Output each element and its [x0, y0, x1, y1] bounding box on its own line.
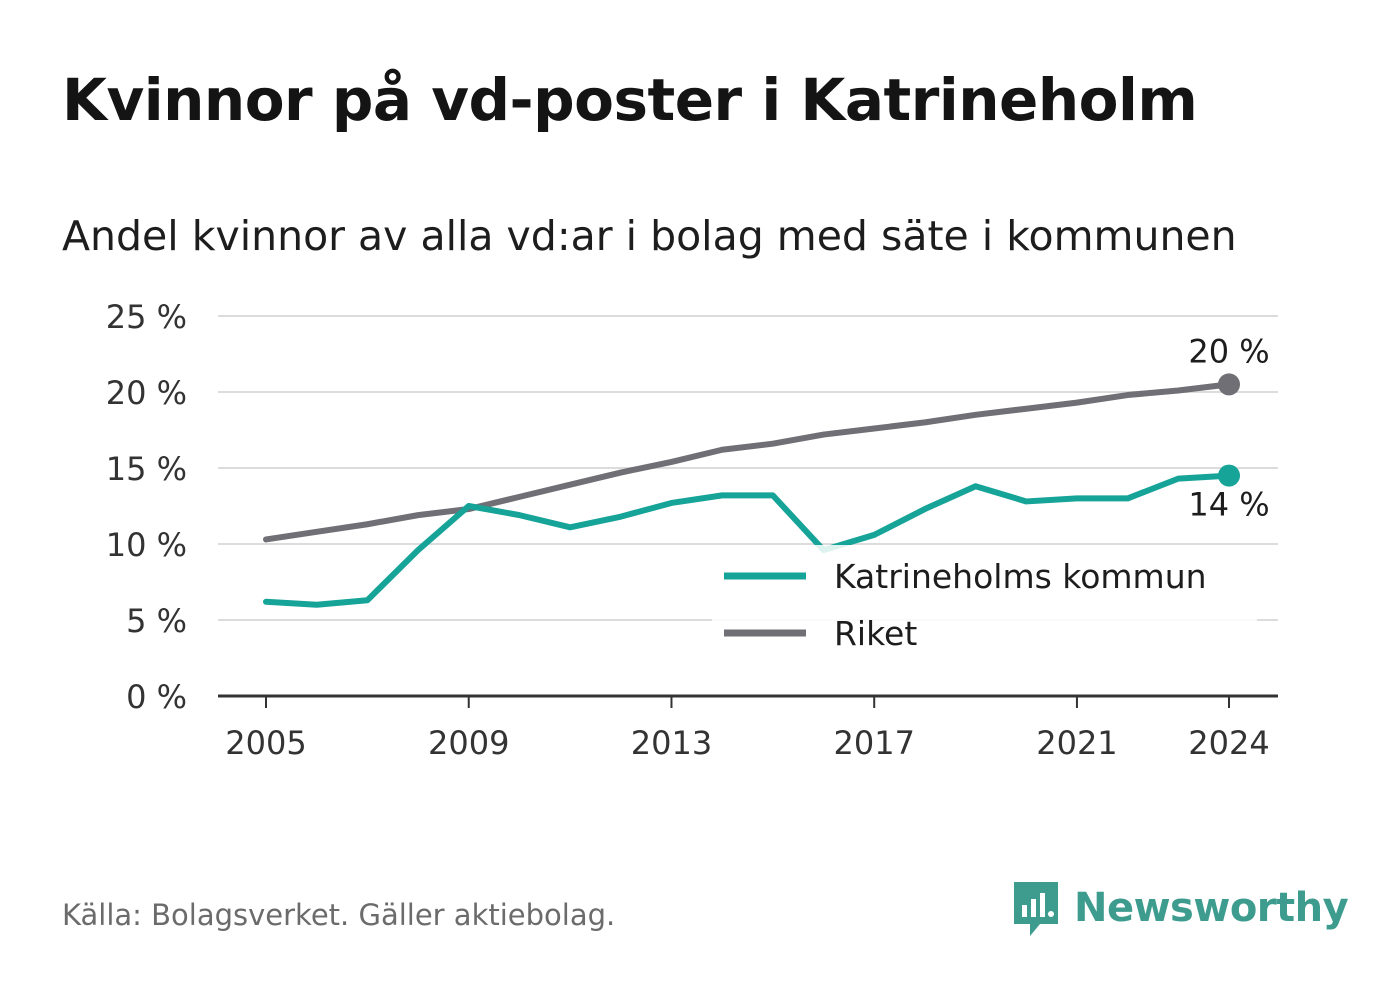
brand-logo: Newsworthy	[1010, 878, 1349, 938]
x-tick-label: 2021	[1036, 724, 1117, 762]
brand-name: Newsworthy	[1074, 885, 1349, 931]
y-tick-label: 25 %	[106, 298, 187, 336]
series-line-riket	[263, 381, 1232, 543]
y-tick-label: 15 %	[106, 450, 187, 488]
source-note: Källa: Bolagsverket. Gäller aktiebolag.	[62, 898, 616, 932]
y-tick-label: 10 %	[106, 526, 187, 564]
x-tick-label: 2009	[428, 724, 509, 762]
y-tick-label: 0 %	[126, 678, 187, 716]
newsworthy-logo-icon	[1014, 882, 1058, 936]
x-tick-label: 2024	[1188, 724, 1269, 762]
end-label-riket: 20 %	[1188, 332, 1269, 370]
chart-subtitle: Andel kvinnor av alla vd:ar i bolag med …	[62, 212, 1237, 260]
x-tick-label: 2017	[833, 724, 914, 762]
x-tick-label: 2005	[225, 724, 306, 762]
chart-title: Kvinnor på vd-poster i Katrineholm	[62, 66, 1198, 134]
legend-box	[712, 545, 1257, 655]
legend-label-kommun: Katrineholms kommun	[834, 557, 1207, 596]
end-label-kommun: 14 %	[1188, 486, 1269, 524]
end-point-riket	[1218, 373, 1240, 396]
end-point-kommun	[1218, 464, 1240, 487]
series-line-katrineholms-kommun	[263, 472, 1232, 608]
legend-label-riket: Riket	[834, 614, 917, 653]
x-tick-label: 2013	[631, 724, 712, 762]
y-tick-label: 20 %	[106, 374, 187, 412]
y-tick-label: 5 %	[126, 602, 187, 640]
